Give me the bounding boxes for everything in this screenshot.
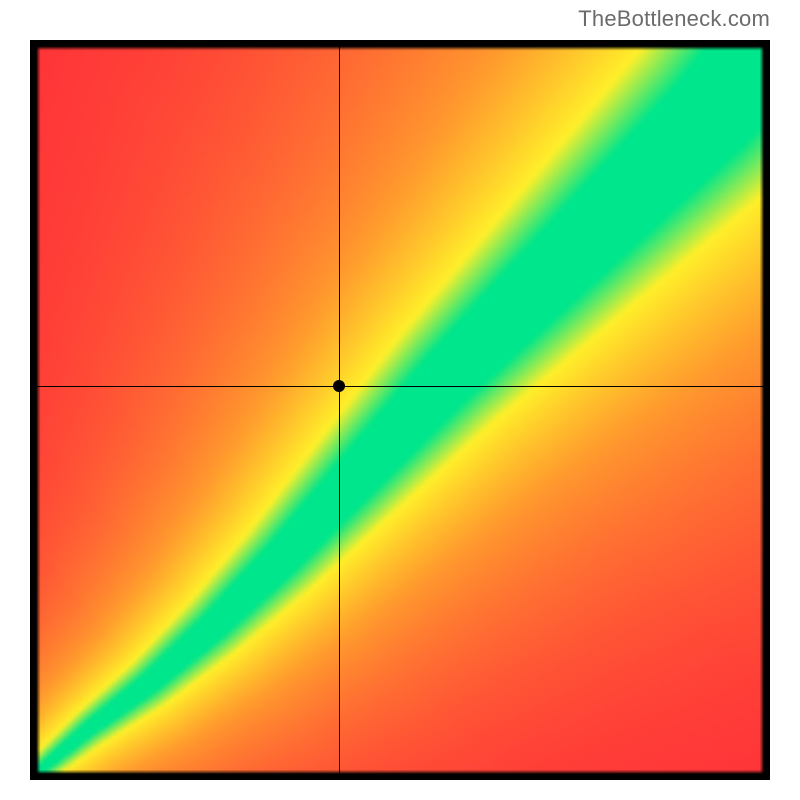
crosshair-horizontal — [30, 386, 770, 387]
crosshair-marker — [333, 380, 345, 392]
attribution-text: TheBottleneck.com — [578, 6, 770, 32]
plot-area — [30, 40, 770, 780]
heatmap-canvas — [30, 40, 770, 780]
crosshair-vertical — [339, 40, 340, 780]
chart-container: TheBottleneck.com — [0, 0, 800, 800]
